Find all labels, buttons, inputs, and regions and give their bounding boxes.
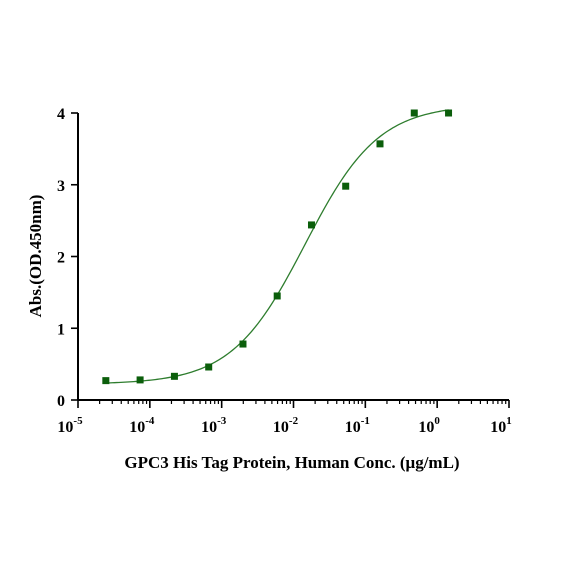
x-tick-label: 10-5 — [57, 415, 83, 436]
ticks: 0 1 2 3 4 10-5 10-4 10-3 10-2 10-1 100 101 — [57, 106, 512, 436]
y-tick-label: 3 — [57, 178, 65, 195]
data-point — [307, 221, 315, 229]
data-point — [445, 109, 453, 117]
data-point — [136, 376, 144, 384]
y-tick-label: 1 — [57, 321, 65, 338]
y-tick-label: 4 — [57, 106, 65, 123]
data-point — [376, 140, 384, 148]
data-point — [273, 292, 281, 300]
data-point — [205, 363, 213, 371]
data-point — [239, 340, 247, 348]
y-axis-title: Abs.(OD.450nm) — [26, 195, 45, 318]
data-point — [170, 372, 178, 380]
data-point — [342, 182, 350, 190]
x-tick-label: 10-4 — [129, 415, 155, 436]
data-point — [102, 377, 110, 385]
data-point — [410, 109, 418, 117]
x-tick-label: 10-1 — [345, 415, 370, 436]
y-tick-label: 0 — [57, 393, 65, 410]
x-tick-label: 10-2 — [273, 415, 299, 436]
x-axis-title: GPC3 His Tag Protein, Human Conc. (μg/mL… — [124, 453, 459, 472]
x-tick-label: 10-3 — [201, 415, 227, 436]
y-tick-label: 2 — [57, 250, 65, 267]
x-tick-label: 101 — [490, 415, 512, 436]
fit-curve — [105, 109, 449, 384]
axes — [77, 113, 509, 401]
fit-layer — [105, 109, 449, 384]
x-tick-label: 100 — [418, 415, 440, 436]
points-layer — [102, 109, 453, 385]
